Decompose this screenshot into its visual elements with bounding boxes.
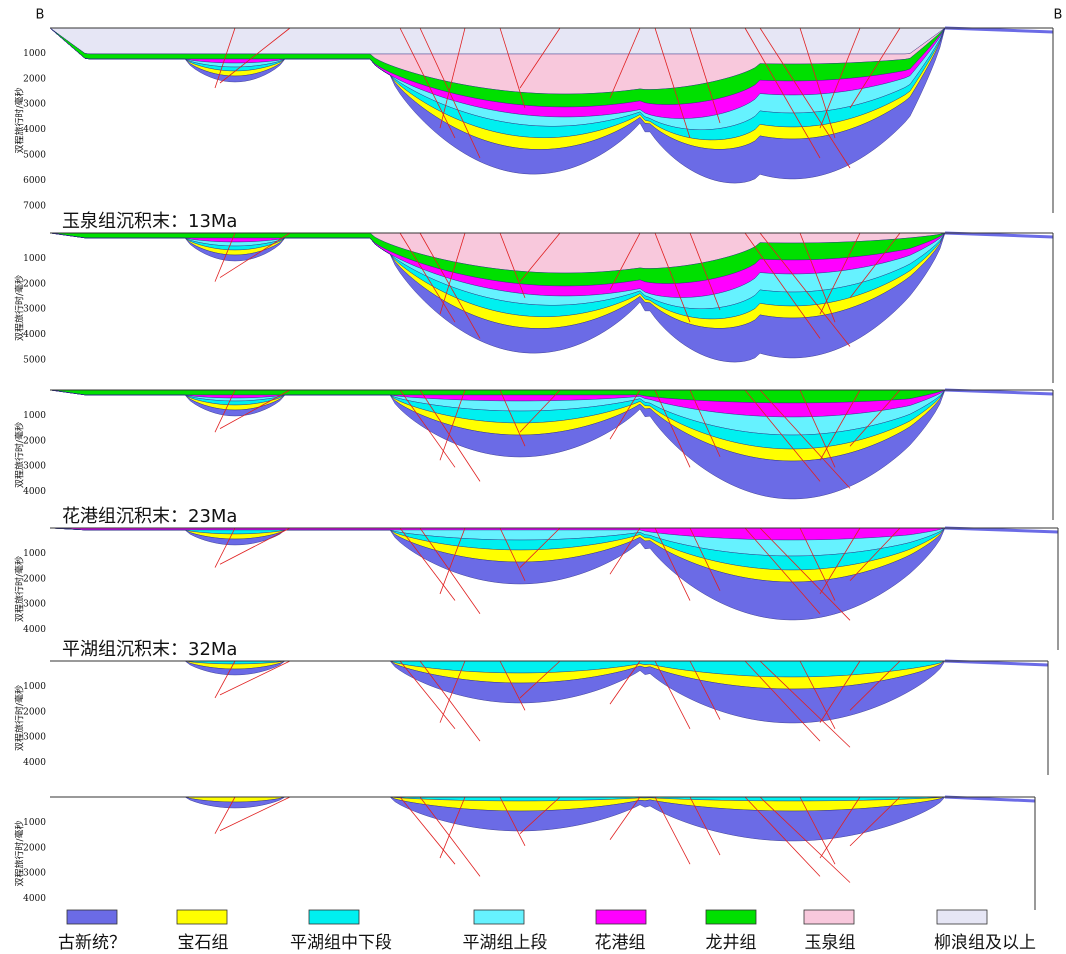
legend-label: 古新统？ <box>58 933 126 953</box>
legend-swatch <box>937 910 987 924</box>
y-tick-label: 3000 <box>23 462 46 472</box>
legend-swatch <box>804 910 854 924</box>
basement-surface-edge <box>945 661 1048 665</box>
legend-label: 宝石组 <box>178 933 229 953</box>
section-panel: 1000 2000 3000 4000 双程旅行时/毫秒 <box>14 797 1036 910</box>
y-tick-label: 2000 <box>23 843 46 853</box>
y-tick-label: 4000 <box>23 625 46 635</box>
section-panel: 1000 2000 3000 4000 双程旅行时/毫秒 花港组沉积末：23Ma <box>14 506 1059 650</box>
legend-label: 柳浪组及以上 <box>934 933 1036 953</box>
y-tick-label: 5000 <box>23 151 46 161</box>
y-tick-label: 4000 <box>23 894 46 904</box>
stage-label: 平湖组沉积末：32Ma <box>62 639 237 660</box>
y-tick-label: 3000 <box>23 869 46 879</box>
y-tick-label: 1000 <box>23 49 46 59</box>
legend-swatch <box>67 910 117 924</box>
strata-layer <box>50 797 945 801</box>
y-tick-label: 1000 <box>23 818 46 828</box>
y-axis-label: 双程旅行时/毫秒 <box>14 422 26 488</box>
section-panel: 1000 2000 3000 4000 双程旅行时/毫秒 平湖组沉积末：32Ma <box>14 639 1049 775</box>
y-tick-label: 3000 <box>23 600 46 610</box>
section-panel: 1000 2000 3000 4000双程旅行时/毫秒 <box>14 390 1054 520</box>
basement-surface-edge <box>945 797 1035 801</box>
y-tick-label: 1000 <box>23 682 46 692</box>
y-tick-label: 4000 <box>23 487 46 497</box>
y-tick-label: 2000 <box>23 279 46 289</box>
y-tick-label: 2000 <box>23 574 46 584</box>
basement-surface-edge <box>945 390 1053 394</box>
legend-swatch <box>474 910 524 924</box>
y-tick-label: 4000 <box>23 758 46 768</box>
y-tick-label: 2000 <box>23 707 46 717</box>
y-axis-label: 双程旅行时/毫秒 <box>14 275 26 341</box>
y-tick-label: 2000 <box>23 436 46 446</box>
y-tick-label: 5000 <box>23 356 46 366</box>
section-figure: B B 1000 2000 3000 4000 5000 6000 7000 双程旅行时/毫秒… <box>0 0 1066 954</box>
y-tick-label: 7000 <box>23 201 46 211</box>
stage-label: 玉泉组沉积末：13Ma <box>62 211 237 232</box>
legend-label: 平湖组中下段 <box>290 933 392 953</box>
stage-label: 花港组沉积末：23Ma <box>62 506 237 527</box>
legend-label: 平湖组上段 <box>463 933 548 953</box>
y-tick-label: 4000 <box>23 125 46 135</box>
legend-swatch <box>596 910 646 924</box>
y-axis-label: 双程旅行时/毫秒 <box>14 556 26 622</box>
y-tick-label: 1000 <box>23 411 46 421</box>
basement-surface-edge <box>945 233 1053 237</box>
section-panel: 1000 2000 3000 4000 5000 双程旅行时/毫秒 玉泉组沉积末：13Ma <box>14 211 1054 383</box>
y-tick-label: 3000 <box>23 733 46 743</box>
y-tick-label: 3000 <box>23 100 46 110</box>
section-end-right: B <box>1054 8 1063 23</box>
y-axis-label: 双程旅行时/毫秒 <box>14 87 26 153</box>
strata-layer <box>50 28 945 54</box>
section-panel: 1000 2000 3000 4000 5000 6000 7000 双程旅行时/毫秒 <box>14 28 1054 213</box>
basement-surface-edge <box>945 528 1058 532</box>
legend-label: 龙井组 <box>706 933 757 953</box>
y-tick-label: 1000 <box>23 254 46 264</box>
y-tick-label: 2000 <box>23 74 46 84</box>
legend-swatch <box>706 910 756 924</box>
section-end-left: B <box>36 8 45 23</box>
legend-label: 花港组 <box>595 933 646 953</box>
y-axis-label: 双程旅行时/毫秒 <box>14 685 26 751</box>
basement-surface-edge <box>945 28 1053 32</box>
y-tick-label: 4000 <box>23 330 46 340</box>
y-tick-label: 1000 <box>23 549 46 559</box>
y-tick-label: 6000 <box>23 176 46 186</box>
legend-label: 玉泉组 <box>805 933 856 953</box>
legend-swatch <box>309 910 359 924</box>
legend-swatch <box>177 910 227 924</box>
y-tick-label: 3000 <box>23 305 46 315</box>
y-axis-label: 双程旅行时/毫秒 <box>14 820 26 886</box>
